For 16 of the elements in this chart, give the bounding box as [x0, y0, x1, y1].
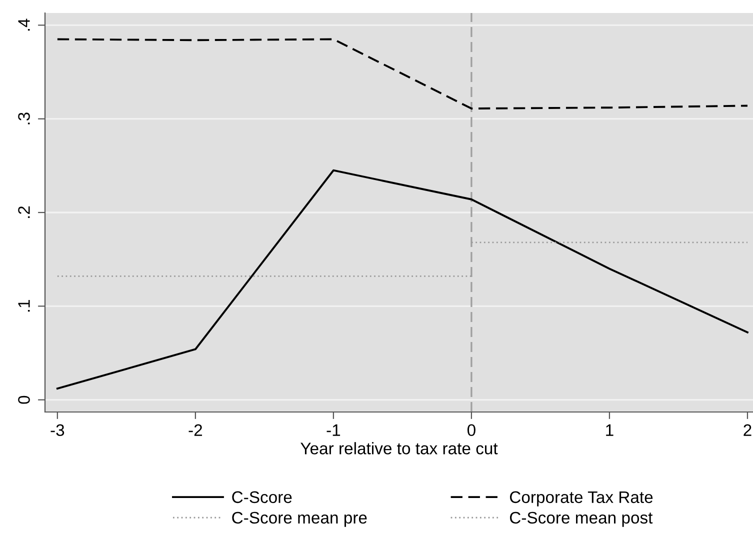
x-tick-label: 2	[744, 424, 752, 436]
y-tick-label: .3	[18, 112, 30, 124]
y-tick-label: .2	[18, 206, 30, 218]
x-tick-label: -1	[326, 424, 340, 436]
x-tick-label: 0	[467, 424, 476, 436]
y-tick-label: .4	[18, 18, 30, 31]
x-tick-label: 1	[606, 424, 614, 436]
y-tick-label: .1	[18, 300, 30, 312]
x-tick-label: -2	[188, 424, 202, 436]
x-axis-title: Year relative to tax rate cut	[300, 442, 498, 454]
y-tick-label: 0	[18, 396, 30, 404]
x-tick-label: -3	[50, 424, 64, 436]
legend-label: C-Score	[232, 491, 292, 504]
legend-label: Corporate Tax Rate	[510, 491, 653, 506]
legend-label: C-Score mean post	[510, 512, 653, 527]
legend-label: C-Score mean pre	[232, 512, 367, 527]
